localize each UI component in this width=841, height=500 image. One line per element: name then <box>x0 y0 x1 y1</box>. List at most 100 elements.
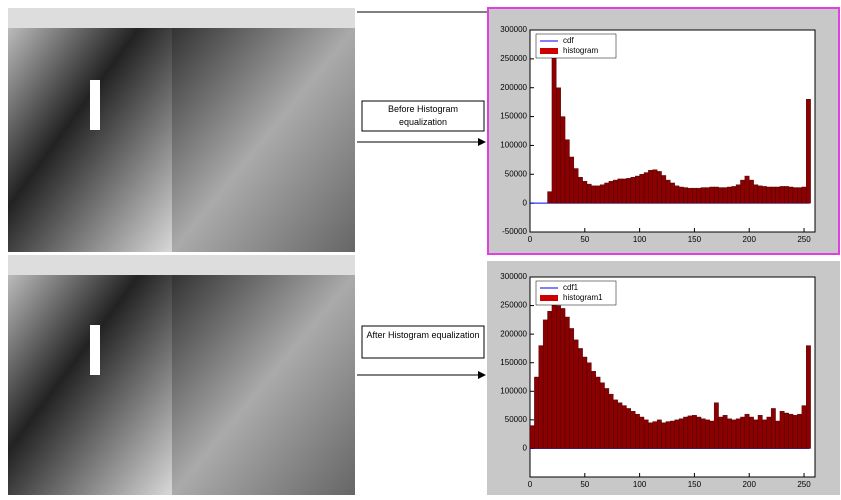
histogram-bar <box>609 181 613 203</box>
y-tick-label: 100000 <box>500 141 527 150</box>
x-tick-label: 250 <box>797 480 811 489</box>
page: {"labels": ["Before Histogram equalizati… <box>0 0 841 500</box>
histogram-bar <box>697 188 701 203</box>
histogram-bar <box>561 308 565 448</box>
histogram-bar <box>561 117 565 204</box>
thermal-image <box>8 275 172 495</box>
histogram-bar <box>692 188 696 203</box>
histogram-bar <box>754 420 758 449</box>
window-bar <box>8 8 355 28</box>
histogram-bar <box>587 184 591 203</box>
histogram-bar <box>701 188 705 204</box>
histogram-bar <box>714 403 718 449</box>
histogram-bar <box>666 422 670 449</box>
histogram-bar <box>797 188 801 204</box>
histogram-bar <box>710 421 714 448</box>
histogram-bar <box>653 422 657 449</box>
histogram-bar <box>780 411 784 448</box>
histogram-bar <box>626 408 630 448</box>
histogram-bar <box>784 186 788 203</box>
histogram-bar <box>802 187 806 203</box>
x-tick-label: 100 <box>633 480 647 489</box>
histogram-bar <box>754 185 758 203</box>
histogram-bar <box>679 419 683 449</box>
histogram-bar <box>635 414 639 448</box>
y-tick-label: 200000 <box>500 329 527 338</box>
window-bar <box>8 255 355 275</box>
histogram-bar <box>657 420 661 449</box>
histogram-bar <box>578 177 582 203</box>
histogram-bar <box>771 187 775 203</box>
histogram-bar <box>719 188 723 204</box>
histogram-bar <box>662 175 666 203</box>
histogram-bar <box>662 423 666 449</box>
histogram-bar <box>644 173 648 204</box>
histogram-bar <box>745 414 749 448</box>
histogram-bar <box>732 186 736 203</box>
y-tick-label: 50000 <box>505 169 528 178</box>
label-holder: After Histogram equalization <box>364 328 482 356</box>
histogram-bar <box>591 371 595 448</box>
y-tick-label: 300000 <box>500 272 527 281</box>
histogram-bar <box>705 420 709 449</box>
histogram-bar <box>670 183 674 203</box>
y-tick-label: 50000 <box>505 415 528 424</box>
histogram-bar <box>705 188 709 204</box>
histogram-bar <box>635 176 639 203</box>
histogram-bar <box>600 185 604 203</box>
histogram-bar <box>688 416 692 449</box>
legend-label: cdf <box>563 36 574 45</box>
histogram-bar <box>640 417 644 448</box>
histogram-bar <box>574 169 578 204</box>
x-tick-label: 50 <box>580 480 589 489</box>
histogram-bar <box>723 188 727 204</box>
histogram-bar <box>556 306 560 449</box>
histogram-bar <box>548 192 552 204</box>
histogram-bar <box>701 419 705 449</box>
histogram-bar <box>762 420 766 449</box>
histogram-bar <box>740 417 744 448</box>
histogram-bar <box>806 99 810 203</box>
histogram-bar <box>688 188 692 203</box>
histogram-bar <box>648 170 652 203</box>
histogram-bar <box>719 417 723 448</box>
histogram-bar <box>714 187 718 203</box>
histogram-bar <box>596 377 600 448</box>
y-tick-label: 150000 <box>500 112 527 121</box>
histogram-bar <box>683 188 687 204</box>
histogram-bar <box>631 411 635 448</box>
y-tick-label: 150000 <box>500 358 527 367</box>
histogram-bar <box>613 180 617 203</box>
legend-label: histogram1 <box>563 293 603 302</box>
histogram-bar <box>736 419 740 449</box>
histogram-bar <box>740 180 744 203</box>
histogram-bar <box>605 388 609 448</box>
y-tick-label: 200000 <box>500 83 527 92</box>
x-tick-label: 200 <box>743 235 757 244</box>
histogram-bar <box>727 419 731 449</box>
histogram-bar <box>789 414 793 448</box>
histogram-bar <box>762 186 766 203</box>
histogram-bar <box>675 420 679 449</box>
histogram-bar <box>745 176 749 203</box>
histogram-bar <box>723 415 727 448</box>
legend-swatch <box>540 48 558 54</box>
histogram-bar <box>631 177 635 203</box>
histogram-bar <box>548 311 552 448</box>
histogram-bar <box>657 171 661 203</box>
thermal-image <box>8 28 172 252</box>
histogram-bar <box>784 413 788 448</box>
histogram-bar <box>578 348 582 448</box>
histogram-bar <box>583 181 587 203</box>
histogram-bar <box>666 180 670 203</box>
histogram-bar <box>758 415 762 448</box>
histogram-bar <box>806 346 810 449</box>
histogram-bar <box>552 47 556 203</box>
histogram-bar <box>618 403 622 449</box>
histogram-bar <box>679 187 683 203</box>
camera-image <box>172 28 355 252</box>
hot-spot <box>90 80 100 130</box>
camera-image <box>172 275 355 495</box>
histogram-bar <box>648 423 652 449</box>
histogram-bar <box>618 179 622 203</box>
